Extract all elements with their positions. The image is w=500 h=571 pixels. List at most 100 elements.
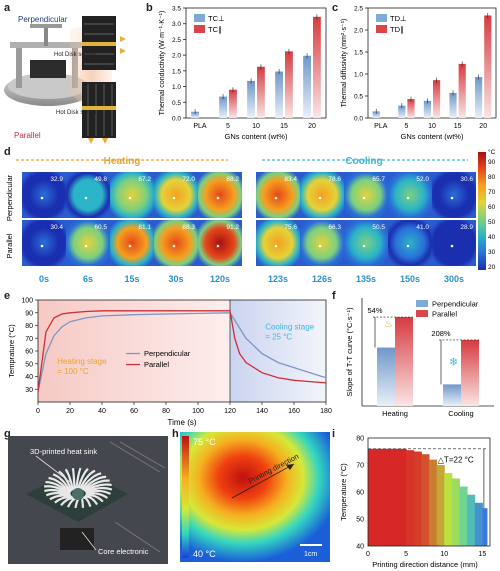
- scale-tick-label: 50: [488, 219, 496, 226]
- panel-letter-g: g: [4, 428, 11, 440]
- temperature-readout: 28.9: [460, 224, 473, 231]
- y-axis-label: Temperature (°C): [339, 463, 348, 521]
- color-scale: [182, 436, 189, 558]
- thermal-image: [198, 220, 242, 266]
- bar: [257, 66, 265, 118]
- area-column: [390, 448, 399, 546]
- row-label-perpendicular: Perpendicular: [5, 174, 14, 221]
- temperature-readout: 41.0: [416, 224, 429, 231]
- plot-frame: [185, 7, 327, 119]
- label-parallel: Parallel: [14, 131, 41, 140]
- bar: [229, 89, 237, 118]
- bar: [395, 317, 413, 406]
- measure-point: [216, 244, 220, 248]
- y-axis-label: Thermal diffusivity (mm²·s⁻¹): [341, 19, 348, 108]
- measure-point: [216, 196, 220, 200]
- panel-h-thermal: Printing direction 75 °C 40 °C 1cm: [180, 432, 330, 562]
- delta-label: △T=22 °C: [438, 455, 474, 464]
- x-tick-label: PLA: [374, 123, 388, 130]
- temperature-readout: 88.3: [182, 224, 195, 231]
- fin: [80, 472, 102, 491]
- y-tick-label: 80: [25, 323, 33, 330]
- legend-swatch: [376, 14, 387, 22]
- increase-label: 54%: [367, 306, 382, 315]
- temperature-readout: 52.0: [416, 176, 429, 183]
- temperature-readout: 83.4: [284, 176, 297, 183]
- y-tick-label: 1.0: [172, 84, 181, 91]
- temperature-readout: 49.8: [94, 176, 107, 183]
- x-tick-label: 40: [98, 408, 106, 415]
- area-column: [436, 465, 445, 546]
- y-tick-label: 50: [25, 361, 33, 368]
- x-tick-label: 5: [226, 123, 230, 130]
- panel-letter-b: b: [146, 2, 153, 14]
- thermal-image: [66, 220, 110, 266]
- y-tick-label: 40: [356, 544, 364, 551]
- time-label: 6s: [83, 274, 93, 284]
- panel-f-chart: Heating 54% Cooling 208% ♨ ❄ PerpendicularPara…: [345, 298, 494, 418]
- temperature-readout: 72.0: [182, 176, 195, 183]
- increase-label: 208%: [431, 329, 451, 338]
- legend-label: Parallel: [432, 310, 457, 319]
- x-tick-label: 10: [440, 551, 448, 558]
- scale-bottom-label: 40 °C: [193, 549, 216, 559]
- x-tick-label: 20: [66, 408, 74, 415]
- panel-letter-e: e: [4, 290, 11, 302]
- row-label-parallel: Parallel: [5, 233, 14, 258]
- measure-point: [40, 244, 44, 248]
- bar: [398, 105, 406, 118]
- panel-e-chart: 0 20 40 60 80 100 120 140 160 180 30 40 50 60 70 80 90 10…: [7, 298, 332, 428]
- bar: [219, 96, 227, 118]
- y-tick-label: 2.0: [172, 53, 181, 60]
- area-column: [383, 448, 392, 546]
- fin: [85, 486, 113, 494]
- y-axis-label: Slope of T-T curve (°C·s⁻¹): [345, 307, 354, 397]
- scale-tick-label: 70: [488, 189, 496, 196]
- temperature-readout: 65.7: [372, 176, 385, 183]
- y-tick-label: 60: [356, 490, 364, 497]
- x-tick-label: 15: [478, 551, 486, 558]
- bar: [458, 63, 466, 118]
- thermal-image: [300, 220, 344, 266]
- y-tick-label: 40: [25, 374, 33, 381]
- y-tick-label: 0.0: [354, 116, 363, 123]
- thermal-image: [432, 172, 476, 218]
- y-tick-label: 30: [25, 387, 33, 394]
- x-axis-label: Time (s): [167, 418, 196, 427]
- panel-letter-i: i: [332, 428, 336, 440]
- sensor-label-bottom: Hot Disk sensor: [56, 110, 98, 116]
- temperature-readout: 50.5: [372, 224, 385, 231]
- area-column: [398, 448, 407, 546]
- core-electronic: [60, 528, 94, 550]
- thermal-image: [388, 172, 432, 218]
- heat-sink-fins: [43, 467, 113, 509]
- post-left: [16, 48, 22, 88]
- area-column: [406, 450, 415, 546]
- x-tick-label: 15: [280, 123, 288, 130]
- measure-point: [84, 244, 88, 248]
- legend-label: TD⊥: [390, 14, 407, 23]
- y-tick-label: 1.0: [354, 72, 363, 79]
- x-tick-label: 0: [36, 408, 40, 415]
- time-label: 0s: [39, 274, 49, 284]
- scale-tick-label: 90: [488, 159, 496, 166]
- area-column: [421, 454, 430, 546]
- temperature-readout: 66.3: [328, 224, 341, 231]
- measure-point: [40, 196, 44, 200]
- temperature-readout: 30.4: [50, 224, 63, 231]
- bar: [303, 55, 311, 118]
- y-tick-label: 0.5: [354, 94, 363, 101]
- annotation-cooling: Cooling stage: [265, 322, 314, 331]
- scale-top-label: 75 °C: [193, 437, 216, 447]
- x-tick-label: 10: [428, 123, 436, 130]
- measure-point: [362, 196, 366, 200]
- y-tick-label: 2.5: [354, 6, 363, 13]
- temperature-readout: 91.2: [226, 224, 239, 231]
- annotation-heating: Heating stage: [57, 357, 107, 366]
- measure-point: [362, 244, 366, 248]
- panel-letter-h: h: [172, 428, 179, 440]
- scale-tick-label: 80: [488, 174, 496, 181]
- temperature-readout: 88.2: [226, 176, 239, 183]
- time-label: 123s: [268, 274, 288, 284]
- x-tick-label: Cooling: [448, 409, 473, 418]
